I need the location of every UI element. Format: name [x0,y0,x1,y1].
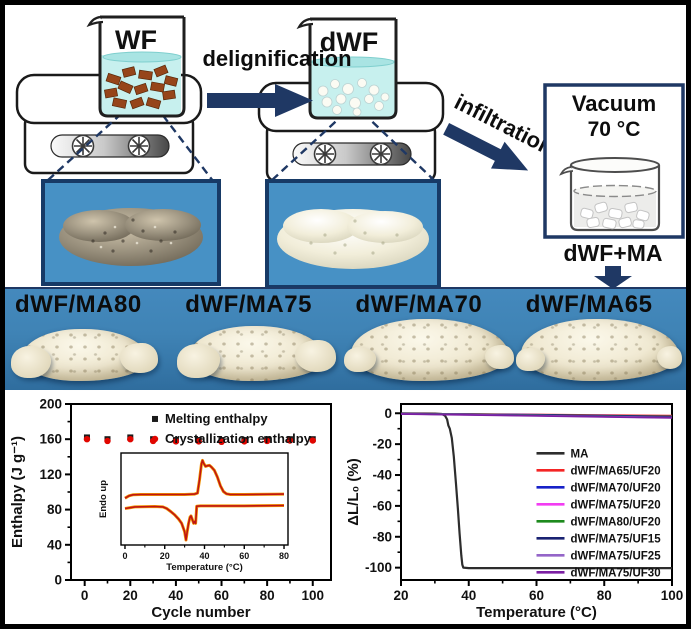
svg-text:80: 80 [47,502,62,517]
svg-text:60: 60 [529,588,544,603]
svg-text:-40: -40 [372,468,392,483]
sample-pile [516,319,683,381]
svg-text:40: 40 [168,588,183,603]
beaker-wf-icon: WF [86,15,186,118]
svg-text:100: 100 [301,588,324,603]
svg-text:20: 20 [123,588,138,603]
svg-text:0: 0 [81,588,89,603]
wood-flakes [103,64,179,110]
svg-text:dWF/MA80/UF20: dWF/MA80/UF20 [571,516,661,528]
right-arrow-icon [207,84,313,117]
svg-text:Melting enthalpy: Melting enthalpy [165,411,268,426]
svg-text:Enthalpy (J g⁻¹): Enthalpy (J g⁻¹) [9,436,26,548]
svg-text:dWF/MA75/UF30: dWF/MA75/UF30 [571,567,661,579]
svg-text:0: 0 [122,551,127,561]
svg-text:20: 20 [160,551,170,561]
beaker-dwf-icon: dWF [296,17,398,120]
svg-text:80: 80 [279,551,289,561]
white-flakes [317,78,390,117]
svg-text:20: 20 [393,588,408,603]
vacuum-label-line2: 70 °C [588,118,641,141]
svg-text:ΔL/L₀ (%): ΔL/L₀ (%) [345,458,362,526]
vacuum-box: Vacuum 70 °C [543,83,685,239]
svg-text:Temperature (°C): Temperature (°C) [476,604,597,621]
beaker-wf-label: WF [115,25,157,55]
svg-text:0: 0 [384,406,392,421]
svg-text:dWF/MA70/UF20: dWF/MA70/UF20 [571,482,661,494]
sample-pile [10,329,159,381]
svg-text:-100: -100 [365,560,392,575]
sample-pile [176,326,337,381]
sample-dwf-ma65: dWF/MA65 [516,289,686,390]
svg-text:40: 40 [47,537,62,552]
sample-label: dWF/MA65 [525,291,653,318]
svg-text:dWF/MA65/UF20: dWF/MA65/UF20 [571,465,661,477]
svg-text:100: 100 [661,588,684,603]
sample-dwf-ma80: dWF/MA80 [5,289,175,390]
photo-dwf [265,179,441,287]
svg-text:60: 60 [214,588,229,603]
svg-text:120: 120 [39,467,62,482]
callout-dashed-lines [46,104,436,182]
svg-text:200: 200 [39,397,62,412]
charts-row: 0 20 40 60 80 100 0 40 80 120 160 200 Cycle number En… [5,390,686,624]
svg-text:-80: -80 [372,529,392,544]
svg-text:-20: -20 [372,437,392,452]
mix-label: dWF+MA [563,240,662,266]
svg-text:Temperature (°C): Temperature (°C) [166,562,242,573]
sample-photo-strip: dWF/MA80 dWF/MA75 dWF/MA70 dWF/MA65 [5,287,686,390]
svg-text:dWF/MA75/UF15: dWF/MA75/UF15 [571,533,662,545]
sample-dwf-ma75: dWF/MA75 [175,289,345,390]
delignification-label: delignification [202,46,351,71]
svg-text:80: 80 [260,588,275,603]
svg-text:160: 160 [39,432,62,447]
down-arrow-icon [594,266,632,287]
dsc-inset-chart: 0 20 40 60 80 Temperature (°C) Endo up [97,448,295,574]
vacuum-label-line1: Vacuum [572,91,656,116]
svg-text:40: 40 [461,588,476,603]
svg-text:-60: -60 [372,498,392,513]
infiltration-group: infiltration [443,89,558,171]
sample-label: dWF/MA70 [355,291,483,318]
svg-text:60: 60 [239,551,249,561]
process-diagram: WF dWF delignification infiltration [15,15,685,287]
svg-text:dWF/MA75/UF25: dWF/MA75/UF25 [571,550,662,562]
svg-text:80: 80 [597,588,612,603]
sample-label: dWF/MA75 [185,291,312,318]
svg-text:Crystallization enthalpy: Crystallization enthalpy [165,431,312,446]
dwf-ma-chunks [580,201,650,230]
sample-label: dWF/MA80 [15,291,142,318]
svg-text:Endo up: Endo up [98,480,109,518]
svg-text:MA: MA [571,448,589,460]
sample-dwf-ma70: dWF/MA70 [344,289,516,390]
photo-texture [91,218,177,253]
svg-text:40: 40 [199,551,209,561]
sample-pile [344,319,514,381]
photo-texture [309,219,399,255]
photo-wf [41,179,221,286]
svg-text:dWF/MA75/UF20: dWF/MA75/UF20 [571,499,661,511]
beaker-dwf-label: dWF [320,27,378,57]
diagonal-arrow-icon [443,122,529,171]
svg-text:0: 0 [54,573,62,588]
shrinkage-temperature-chart: 20 40 60 80 100 0 -20 -40 -60 -80 -100 Temperature … [345,403,684,621]
vacuum-beaker-icon [559,157,661,232]
svg-text:Cycle number: Cycle number [151,604,250,621]
